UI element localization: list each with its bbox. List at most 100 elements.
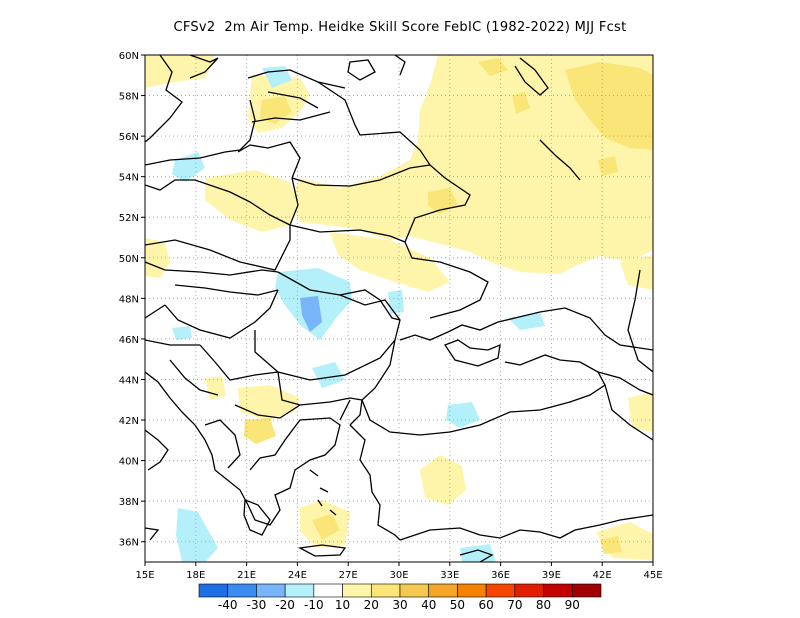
negative-skill-area-mediterranean [176,508,218,562]
lon-tick-label: 39E [542,570,561,581]
colorbar-swatch [198,583,229,598]
colorbar-label: 20 [364,598,379,612]
lat-tick-label: 58N [119,92,139,103]
white-sea-coast [514,57,549,96]
poland-coast [145,151,226,166]
coastlines-and-borders [145,55,653,562]
colorbar-swatch [284,583,315,598]
colorbar-swatch [571,583,602,598]
poland-border [145,179,291,226]
colorbar-swatch [485,583,516,598]
lon-tick-label: 45E [643,570,662,581]
colorbar-label: -30 [247,598,267,612]
higher-skill-area-southeast [600,536,622,554]
cyprus-coast [459,549,494,562]
lon-tick-label: 21E [237,570,256,581]
lon-tick-label: 15E [135,570,154,581]
lat-tick-label: 36N [119,538,139,549]
lat-tick-label: 42N [119,416,139,427]
colorbar-swatch [256,583,286,598]
higher-skill-area-latvia [260,96,292,124]
turkey-east-border [604,384,653,441]
lon-tick-label: 30E [389,570,408,581]
colorbar-swatch [457,583,487,598]
colorbar-swatch [428,583,458,598]
negative-skill-area-azov [508,312,545,330]
lithuania-border [237,141,301,179]
georgia-border [597,371,653,396]
colorbar-label: 90 [565,598,580,612]
colorbar-swatch [543,583,573,598]
poland-south-border [145,225,291,271]
lon-tick-label: 24E [288,570,307,581]
black-sea-coast [361,339,606,436]
lat-tick-label: 38N [119,497,139,508]
lat-tick-label: 46N [119,335,139,346]
colorbar-label: -40 [218,598,238,612]
colorbar-swatch [227,583,257,598]
strong-negative-skill-area [300,296,322,332]
higher-skill-area-northeast [565,62,653,150]
aegean-islands [309,469,337,516]
finland-coast [189,55,219,79]
positive-skill-area-ukraine [330,232,450,292]
hungary-border [164,289,279,339]
colorbar-label: 60 [479,598,494,612]
lat-tick-label: 44N [119,375,139,386]
colorbar-swatch [399,583,430,598]
colorbar-label: 80 [536,598,551,612]
lon-tick-label: 27E [339,570,358,581]
lon-tick-label: 36E [491,570,510,581]
lon-tick-label: 33E [440,570,459,581]
lat-tick-label: 56N [119,132,139,143]
adriatic-coast [145,371,216,471]
lat-tick-label: 52N [119,213,139,224]
turkey-south-coast [399,514,653,541]
baltic-states-coast [224,99,256,153]
caucasus-border [564,307,653,351]
crete-coast [297,544,347,557]
longitude-axis: 15E 18E 21E 24E 27E 30E 33E 36E 39E 42E 45E [135,562,663,581]
higher-skill-area-bulgaria [244,418,276,444]
lat-tick-label: 50N [119,254,139,265]
positive-skill-area-greece [205,376,226,400]
colorbar-label: 30 [392,598,407,612]
serbia-border [199,344,279,381]
positive-skill-area-anatolia [420,455,466,505]
croatia-border [145,339,200,346]
sweden-coast [145,55,183,143]
czech-border [145,261,279,276]
negative-skill-area-black-sea [446,402,480,428]
lon-tick-label: 42E [593,570,612,581]
colorbar-swatch [342,583,372,598]
negative-skill-area-moldova [388,290,404,314]
negative-skill-area-bulgaria [312,362,345,388]
latvia-border [251,111,331,123]
volga-reservoir [539,139,581,181]
colorbar-swatch [514,583,544,598]
peloponnese-coast [243,499,271,536]
belarus-border [291,164,431,187]
skill-score-shading [145,55,653,562]
austria-border [145,304,166,319]
colorbar-label: 10 [335,598,350,612]
lake-onega [394,55,406,76]
bosphorus-coast [349,399,363,426]
positive-skill-area-poland [205,170,298,232]
moldova-border [339,289,401,321]
gulf-of-finland [247,69,346,89]
colorbar-swatch [370,583,401,598]
higher-skill-area-volga [598,156,618,176]
colorbar-label: -10 [304,598,324,612]
negative-skill-area-poland [172,152,205,182]
colorbar-label: 40 [421,598,436,612]
lat-tick-label: 40N [119,457,139,468]
estonia-border [267,91,319,109]
colorbar-label: 50 [450,598,465,612]
positive-skill-area-northeast [290,55,653,274]
colorbar-label: 70 [507,598,522,612]
bulgaria-border [277,371,363,406]
negative-skill-area-west [172,326,192,340]
lake-ladoga [347,59,376,81]
